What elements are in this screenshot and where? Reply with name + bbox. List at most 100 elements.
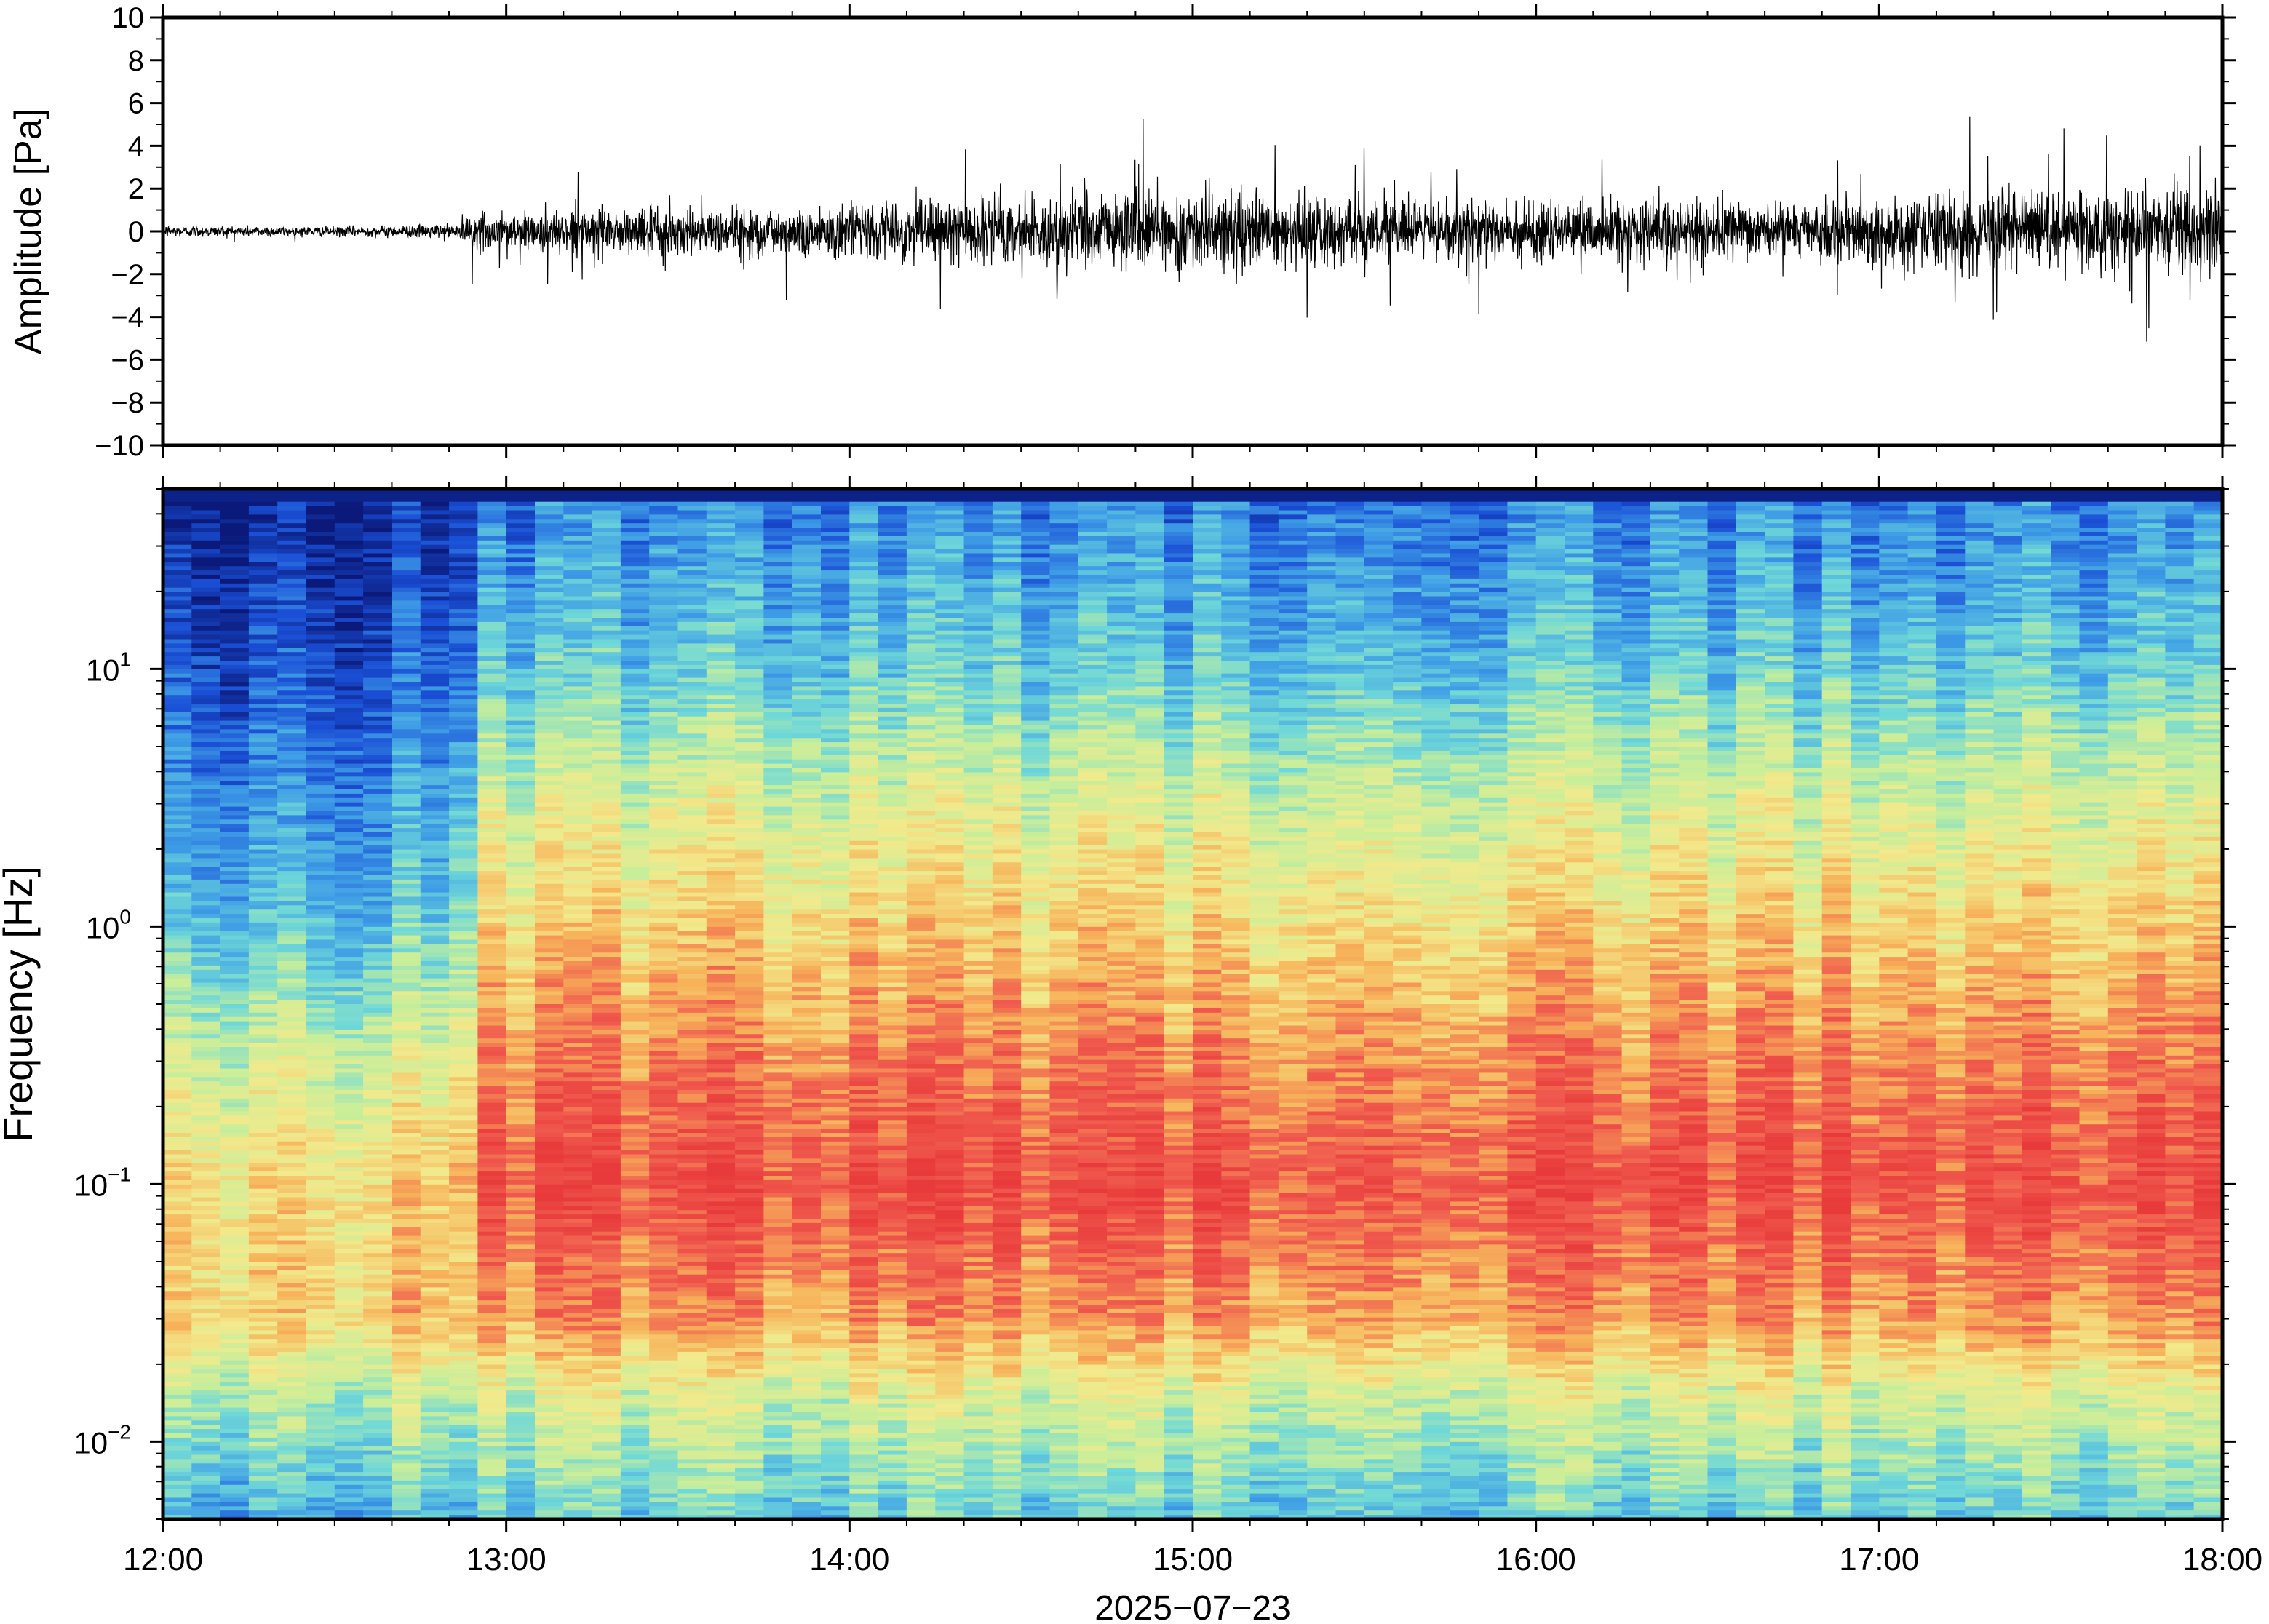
spectrogram-cell — [620, 982, 650, 988]
spectrogram-cell — [706, 1343, 736, 1348]
spectrogram-cell — [334, 875, 364, 880]
spectrogram-cell — [506, 1235, 536, 1241]
spectrogram-cell — [506, 1120, 536, 1125]
spectrogram-cell — [277, 926, 307, 932]
spectrogram-cell — [363, 707, 393, 713]
spectrogram-cell — [706, 974, 736, 979]
spectrogram-cell — [334, 605, 364, 610]
spectrogram-cell — [220, 1296, 250, 1301]
spectrogram-cell — [677, 1102, 707, 1108]
spectrogram-cell — [163, 1321, 193, 1327]
spectrogram-cell — [334, 867, 364, 872]
spectrogram-cell — [535, 609, 565, 614]
spectrogram-cell — [220, 1326, 250, 1332]
spectrogram-cell — [477, 858, 507, 864]
spectrogram-cell — [677, 1043, 707, 1048]
spectrogram-cell — [477, 1098, 507, 1104]
spectrogram-cell — [334, 1077, 364, 1082]
spectrogram-cell — [477, 690, 507, 696]
spectrogram-cell — [277, 562, 307, 567]
spectrogram-cell — [277, 824, 307, 829]
spectrogram-cell — [735, 506, 765, 512]
spectrogram-cell — [649, 510, 679, 516]
spectrogram-cell — [592, 1193, 621, 1198]
spectrogram-cell — [163, 965, 193, 971]
spectrogram-cell — [592, 802, 621, 808]
spectrogram-cell — [535, 1094, 565, 1099]
spectrogram-cell — [163, 1480, 193, 1486]
spectrogram-cell — [334, 1098, 364, 1104]
spectrogram-cell — [535, 510, 565, 516]
spectrogram-cell — [477, 922, 507, 928]
spectrogram-cell — [248, 648, 278, 653]
spectrogram-cell — [191, 1459, 221, 1465]
spectrogram-cell — [220, 1407, 250, 1413]
spectrogram-cell — [563, 1506, 593, 1511]
spectrogram-cell — [477, 1377, 507, 1382]
spectrogram-cell — [592, 871, 621, 876]
spectrogram-cell — [592, 1283, 621, 1289]
spectrogram-cell — [649, 1334, 679, 1340]
spectrogram-cell — [191, 1102, 221, 1108]
spectrogram-cell — [334, 501, 364, 507]
spectrogram-cell — [677, 1244, 707, 1250]
spectrogram-cell — [706, 969, 736, 975]
spectrogram-cell — [535, 1369, 565, 1374]
spectrogram-cell — [563, 1141, 593, 1147]
spectrogram-cell — [449, 1334, 479, 1340]
spectrogram-cell — [163, 1493, 193, 1499]
spectrogram-cell — [306, 1433, 335, 1438]
spectrogram-cell — [677, 1171, 707, 1177]
spectrogram-cell — [363, 1493, 393, 1499]
spectrogram-cell — [677, 634, 707, 640]
spectrogram-cell — [220, 510, 250, 516]
spectrogram-cell — [563, 965, 593, 971]
spectrogram-cell — [649, 1339, 679, 1344]
spectrogram-cell — [449, 1377, 479, 1382]
spectrogram-cell — [477, 1163, 507, 1168]
spectrogram-cell — [334, 1133, 364, 1138]
spectrogram-cell — [506, 768, 536, 773]
spectrogram-cell — [363, 1150, 393, 1155]
spectrogram-cell — [420, 1176, 450, 1181]
spectrogram-cell — [735, 566, 765, 571]
spectrogram-cell — [506, 1278, 536, 1284]
spectrogram-cell — [363, 806, 393, 812]
spectrogram-cell — [163, 1197, 193, 1203]
spectrogram-cell — [477, 1257, 507, 1262]
spectrogram-cell — [392, 1510, 421, 1516]
spectrogram-cell — [563, 961, 593, 966]
spectrogram-cell — [220, 1510, 250, 1516]
spectrogram-cell — [649, 1094, 679, 1099]
spectrogram-cell — [163, 776, 193, 781]
spectrogram-cell — [535, 750, 565, 756]
spectrogram-cell — [563, 815, 593, 821]
spectrogram-cell — [277, 1235, 307, 1241]
spectrogram-cell — [191, 1497, 221, 1503]
spectrogram-cell — [306, 858, 335, 864]
spectrogram-cell — [592, 1004, 621, 1009]
spectrogram-cell — [677, 1313, 707, 1318]
spectrogram-cell — [620, 519, 650, 524]
spectrogram-cell — [649, 1034, 679, 1039]
spectrogram-cell — [449, 840, 479, 846]
spectrogram-cell — [306, 673, 335, 679]
spectrogram-cell — [306, 528, 335, 533]
spectrogram-cell — [420, 853, 450, 859]
spectrogram-cell — [449, 1077, 479, 1082]
spectrogram-cell — [248, 768, 278, 773]
spectrogram-cell — [477, 578, 507, 584]
spectrogram-cell — [506, 630, 536, 636]
spectrogram-cell — [477, 1441, 507, 1447]
spectrogram-cell — [563, 536, 593, 541]
spectrogram-cell — [191, 716, 221, 722]
spectrogram-cell — [649, 1437, 679, 1443]
spectrogram-cell — [306, 802, 335, 808]
spectrogram-cell — [306, 609, 335, 614]
spectrogram-cell — [334, 1412, 364, 1417]
spectrogram-cell — [449, 1038, 479, 1043]
spectrogram-cell — [477, 789, 507, 795]
spectrogram-cell — [706, 948, 736, 953]
spectrogram-cell — [163, 729, 193, 735]
spectrogram-cell — [620, 815, 650, 821]
